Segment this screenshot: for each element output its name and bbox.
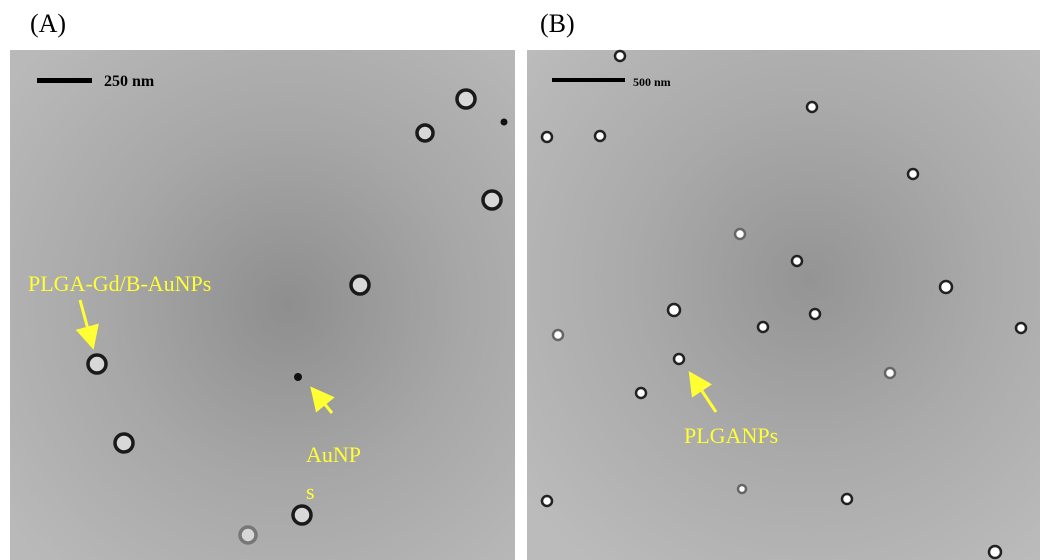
micrograph [527, 50, 1040, 560]
scale-label: 500 nm [633, 75, 671, 89]
scale-bar [552, 78, 625, 82]
scale-bar [37, 78, 92, 83]
panel-label: (A) [30, 9, 66, 38]
annotation: AuNP [306, 442, 361, 467]
arrow [75, 299, 99, 350]
panel-label: (B) [540, 9, 575, 38]
annotation: s [306, 479, 315, 504]
annotation: PLGANPs [684, 423, 778, 448]
particles [540, 49, 1028, 560]
arrow [688, 371, 718, 413]
arrow [310, 386, 335, 414]
annotation: PLGA-Gd/B-AuNPs [28, 271, 211, 296]
scale-label: 250 nm [104, 73, 155, 90]
micrograph [10, 50, 515, 560]
particles [86, 88, 508, 545]
